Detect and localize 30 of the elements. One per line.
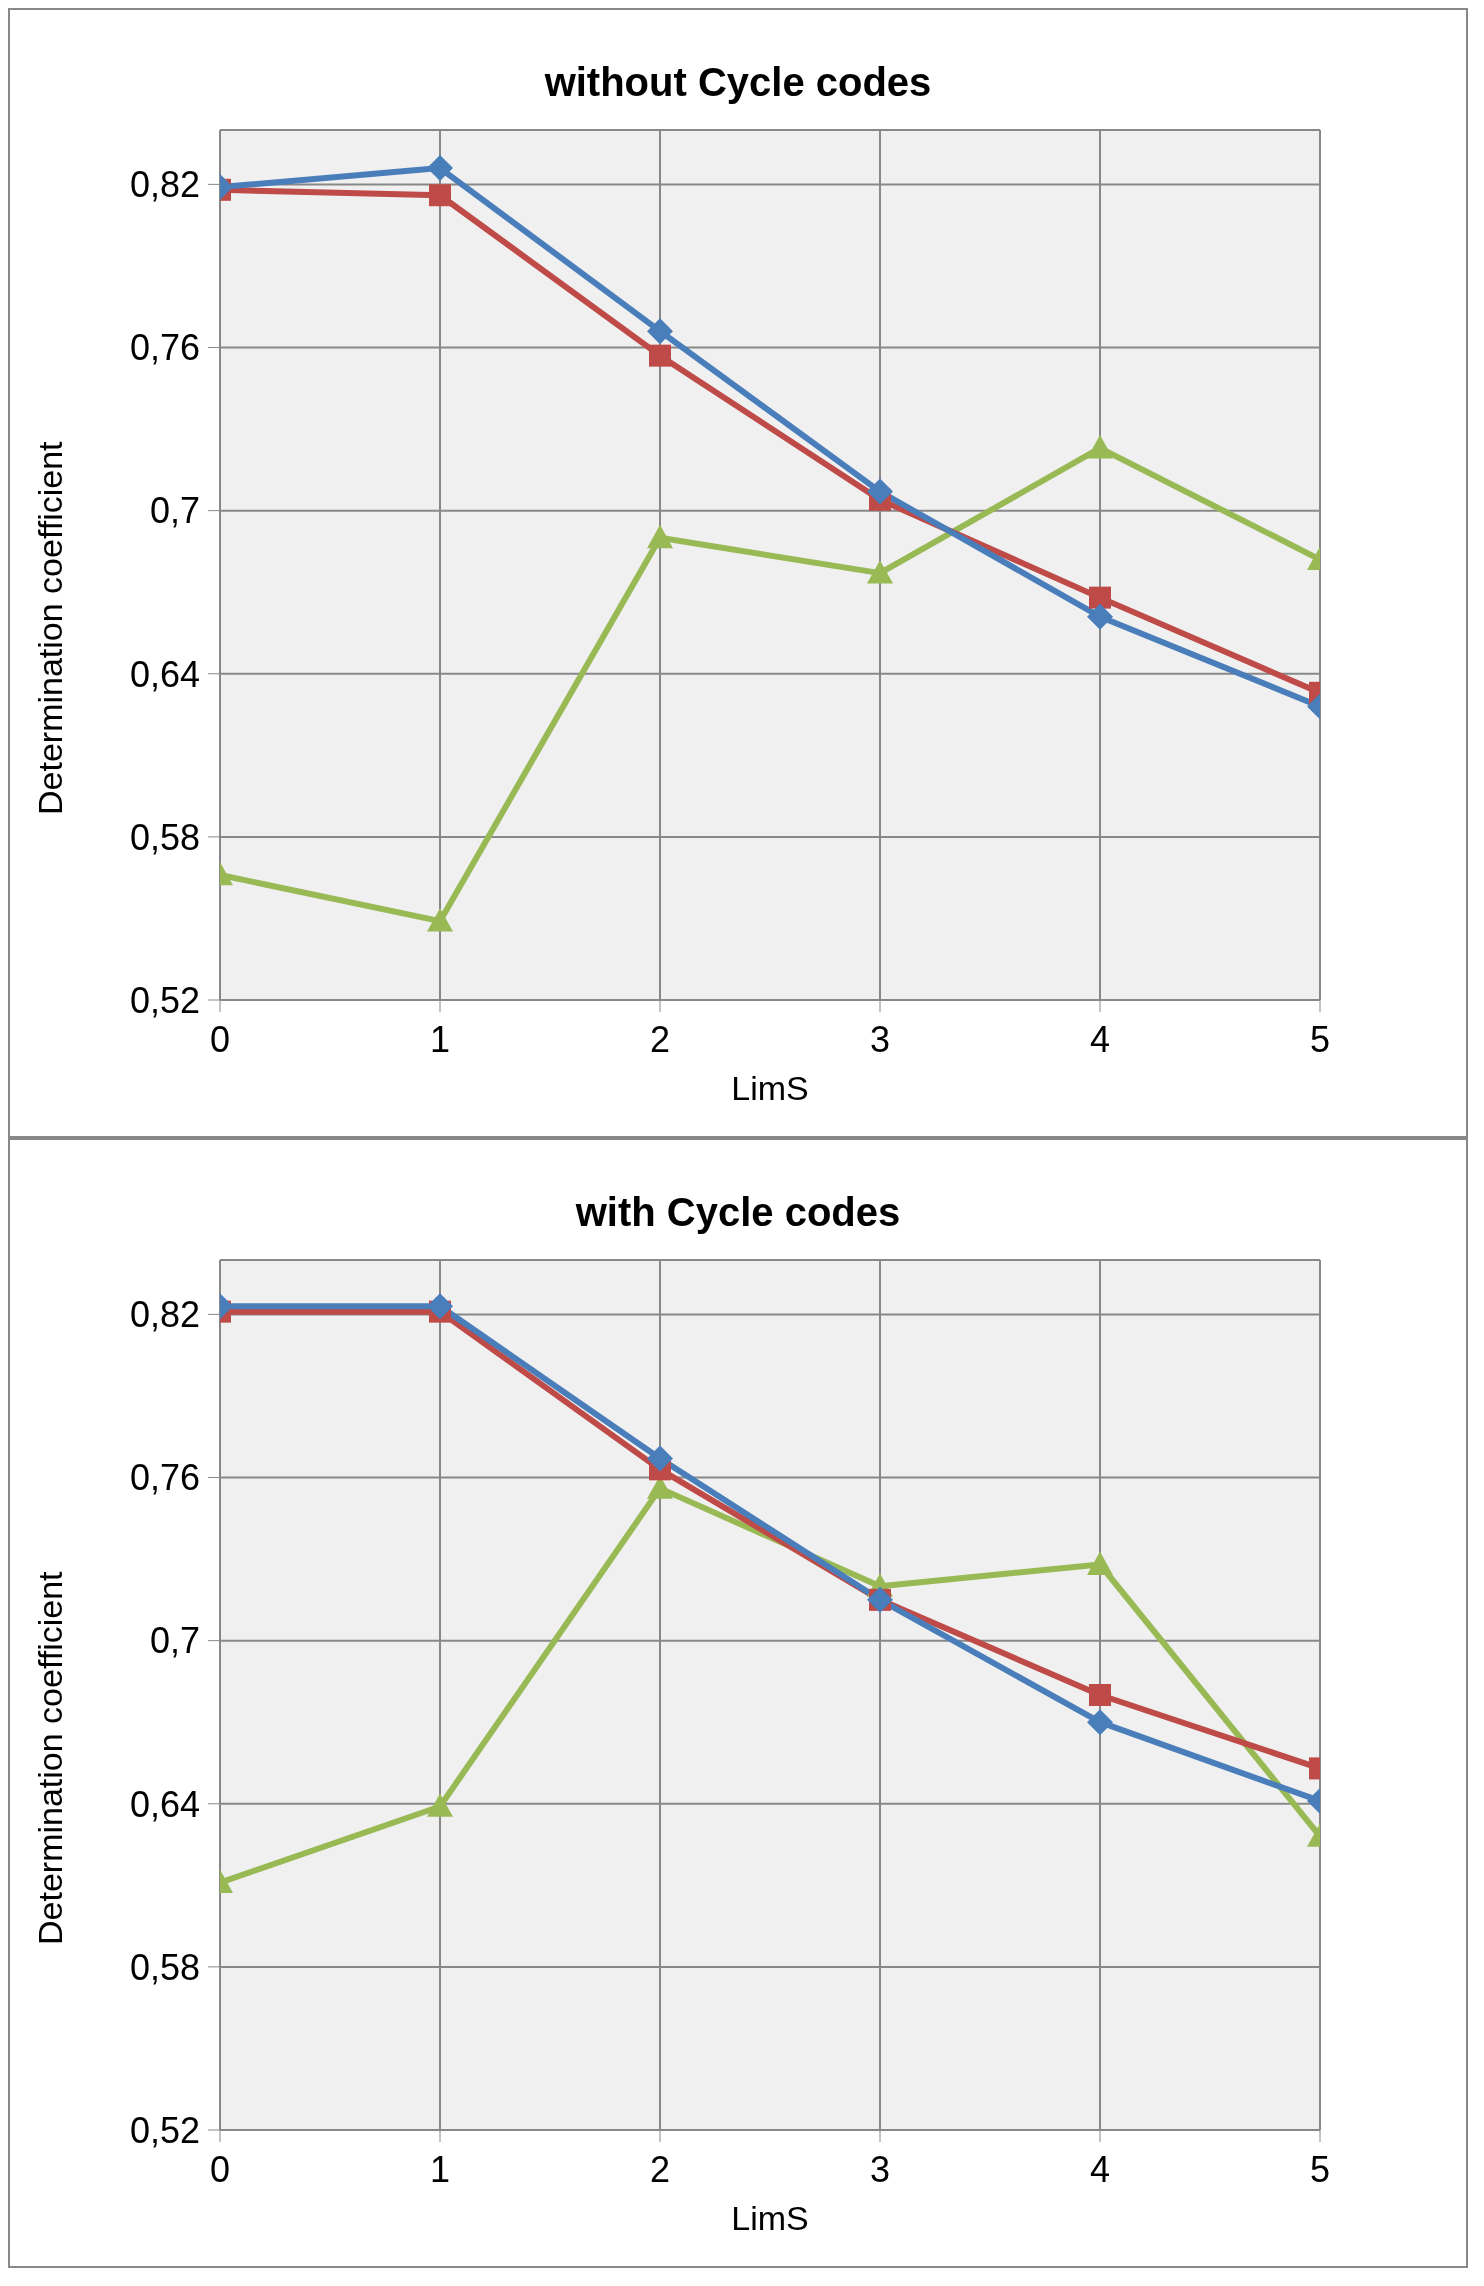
y-tick-label: 0,82 [129, 164, 200, 206]
x-tick-label: 4 [1089, 2148, 1111, 2190]
x-tick-label: 0 [209, 1018, 231, 1060]
x-tick-label: 5 [1309, 2148, 1331, 2190]
y-tick-label: 0,64 [129, 1783, 200, 1825]
y-tick-label: 0,76 [129, 327, 200, 369]
y-tick-label: 0,7 [149, 1620, 200, 1662]
y-tick-label: 0,58 [129, 816, 200, 858]
x-tick-label: 3 [869, 2148, 891, 2190]
x-axis-title: LimS [731, 1069, 809, 1107]
x-tick-label: 0 [209, 2148, 231, 2190]
x-axis-title: LimS [731, 2199, 809, 2237]
y-tick-label: 0,64 [129, 653, 200, 695]
x-tick-label: 2 [649, 1018, 671, 1060]
x-tick-label: 2 [649, 2148, 671, 2190]
y-tick-label: 0,7 [149, 490, 200, 532]
y-tick-label: 0,76 [129, 1457, 200, 1499]
x-tick-label: 1 [429, 2148, 451, 2190]
y-axis-title: Determination coefficient [31, 1570, 70, 1945]
x-tick-label: 3 [869, 1018, 891, 1060]
y-tick-label: 0,52 [129, 2109, 200, 2151]
y-tick-label: 0,52 [129, 979, 200, 1021]
y-tick-label: 0,82 [129, 1294, 200, 1336]
chart-title: without Cycle codes [543, 59, 933, 106]
y-axis-title: Determination coefficient [31, 440, 70, 815]
chart-title: with Cycle codes [574, 1189, 902, 1236]
x-tick-label: 1 [429, 1018, 451, 1060]
x-tick-label: 4 [1089, 1018, 1111, 1060]
x-tick-label: 5 [1309, 1018, 1331, 1060]
y-tick-label: 0,58 [129, 1946, 200, 1988]
